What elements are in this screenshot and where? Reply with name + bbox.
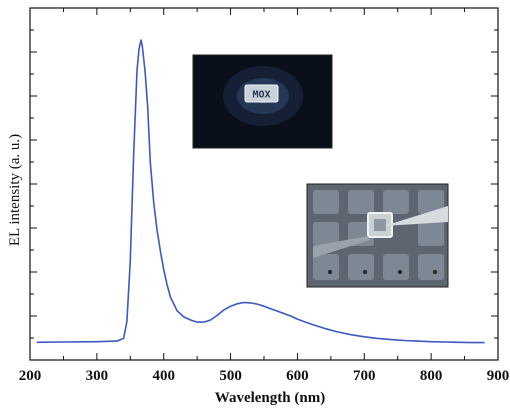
inset-photo-mox-chip: MOX [192, 54, 333, 149]
axis-ticks [29, 8, 499, 360]
x-tick-label: 300 [86, 368, 109, 384]
x-tick-label: 400 [152, 368, 175, 384]
x-tick-label: 800 [420, 368, 443, 384]
x-tick-label: 200 [19, 368, 42, 384]
inset-chip-label: MOX [252, 90, 270, 101]
y-axis-title: EL intensity (a. u.) [7, 134, 23, 246]
series-group [36, 39, 485, 344]
x-axis-title: Wavelength (nm) [215, 390, 325, 406]
x-tick-label: 900 [487, 368, 510, 384]
x-tick-label: 600 [286, 368, 309, 384]
x-tick-label: 500 [219, 368, 242, 384]
x-tick-labels: 200 300 400 500 600 700 800 900 [19, 368, 510, 384]
inset-photo-probe-contact [306, 183, 449, 288]
x-tick-label: 700 [353, 368, 376, 384]
series-line-0 [36, 39, 485, 344]
